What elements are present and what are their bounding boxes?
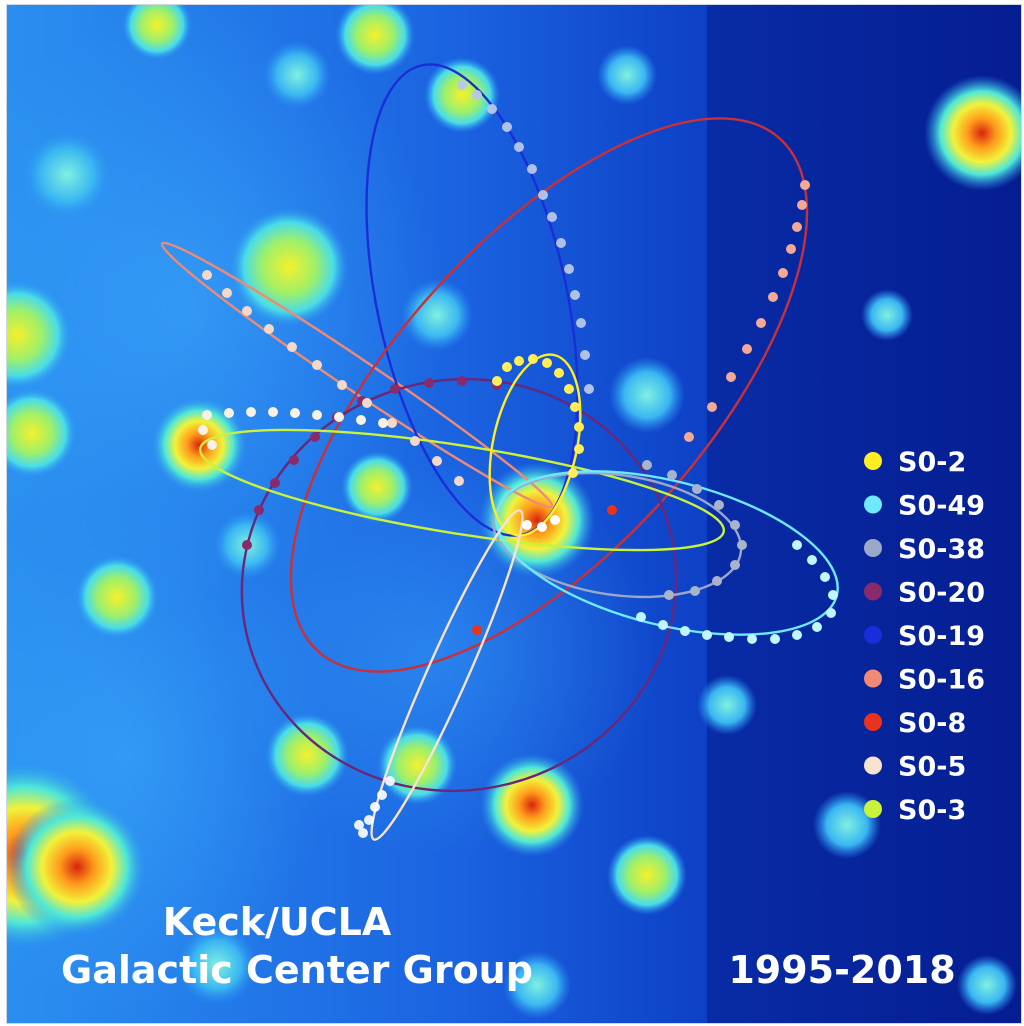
- legend-label: S0-20: [898, 578, 985, 609]
- credit-line-1: Keck/UCLA: [163, 900, 392, 944]
- orbit-s0-2: [488, 353, 582, 537]
- legend-item: S0-5: [864, 752, 966, 783]
- legend-item: S0-3: [864, 795, 966, 826]
- legend-swatch: [864, 669, 882, 688]
- position-markers: [198, 80, 838, 838]
- legend-item: S0-49: [864, 491, 985, 522]
- legend-label: S0-16: [898, 665, 985, 696]
- legend-label: S0-2: [898, 447, 966, 478]
- s0-5-markers: [354, 776, 395, 838]
- legend-item: S0-8: [864, 708, 966, 739]
- legend-swatch: [864, 539, 882, 557]
- credit-line-2: Galactic Center Group: [61, 948, 533, 992]
- s0-49-markers: [636, 540, 838, 644]
- legend: S0-2 S0-49 S0-38 S0-20 S0-19 S0-16 S0-8 S0-5 S0-…: [864, 447, 985, 826]
- legend-swatch: [864, 626, 882, 644]
- orbits: [160, 63, 839, 841]
- s0-16-markers: [202, 270, 464, 486]
- legend-label: S0-38: [898, 534, 985, 565]
- legend-label: S0-49: [898, 491, 985, 522]
- legend-item: S0-20: [864, 578, 985, 609]
- date-range-label: 1995-2018: [728, 948, 955, 992]
- legend-swatch: [864, 756, 882, 775]
- legend-label: S0-5: [898, 752, 966, 783]
- legend-label: S0-8: [898, 708, 966, 739]
- legend-swatch: [864, 452, 882, 470]
- legend-label: S0-3: [898, 795, 966, 826]
- orbit-s0-38: [491, 471, 743, 599]
- orbit-s0-5: [370, 509, 524, 841]
- s0-2-markers: [492, 354, 584, 532]
- legend-item: S0-19: [864, 621, 985, 652]
- orbit-s0-20: [240, 377, 678, 793]
- legend-swatch: [864, 582, 882, 601]
- legend-label: S0-19: [898, 621, 985, 652]
- galactic-center-image: S0-2 S0-49 S0-38 S0-20 S0-19 S0-16 S0-8 S0-5 S0-…: [6, 4, 1022, 1024]
- orbit-s0-8: [289, 117, 809, 673]
- orbit-figure: S0-2 S0-49 S0-38 S0-20 S0-19 S0-16 S0-8 S0-5 S0-…: [7, 5, 1021, 1023]
- legend-swatch: [864, 713, 882, 731]
- s0-3-markers: [198, 407, 388, 450]
- legend-item: S0-38: [864, 534, 985, 565]
- legend-item: S0-2: [864, 447, 966, 478]
- legend-swatch: [864, 800, 882, 818]
- s0-8-markers: [472, 180, 810, 635]
- legend-item: S0-16: [864, 665, 985, 696]
- legend-swatch: [864, 495, 882, 514]
- orbit-s0-16: [160, 241, 554, 509]
- s0-38-markers: [642, 460, 747, 600]
- s0-19-markers: [457, 80, 594, 394]
- star-field: [7, 5, 1021, 1019]
- orbit-s0-3: [198, 428, 726, 552]
